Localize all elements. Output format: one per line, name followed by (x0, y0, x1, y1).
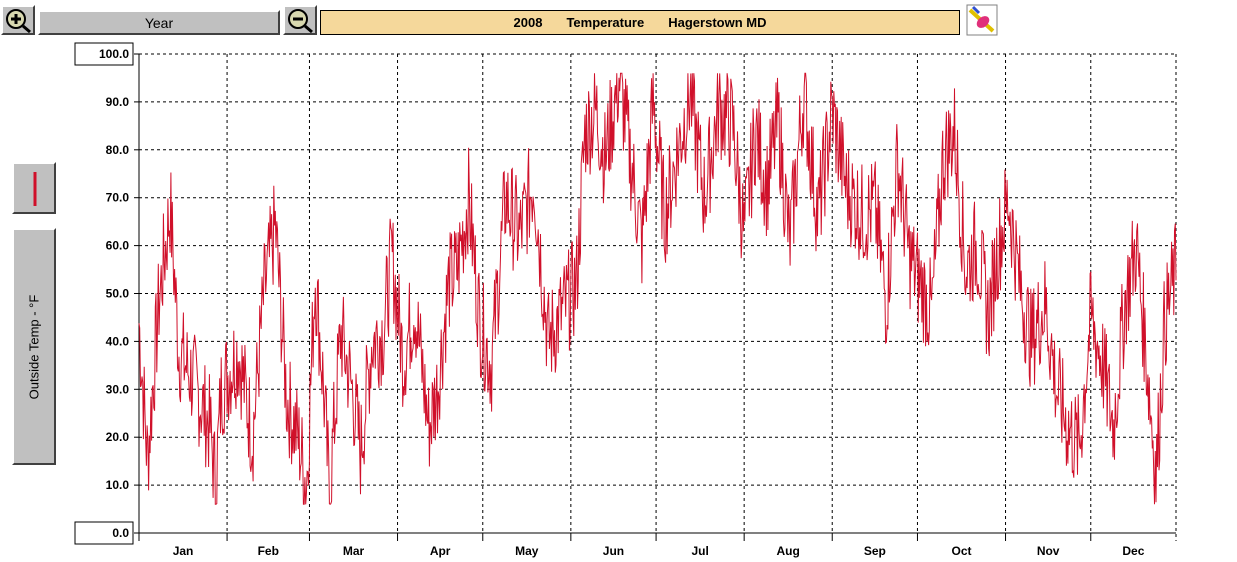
x-tick-label: Jul (691, 544, 708, 558)
title-year: 2008 (513, 15, 543, 30)
zoom-out-button[interactable] (283, 5, 317, 35)
y-tick-box (74, 42, 134, 66)
y-tick-label: 40.0 (106, 334, 130, 348)
period-selector-button[interactable]: Year (38, 10, 280, 35)
y-tick-label: 50.0 (106, 287, 130, 301)
axis-label-button[interactable]: Outside Temp - °F (12, 228, 56, 465)
x-tick-label: Feb (258, 544, 279, 558)
magnifier-plus-icon (6, 9, 31, 34)
x-tick-label: Oct (951, 544, 971, 558)
title-station: Hagerstown MD (668, 15, 767, 30)
y-tick-label: 10.0 (106, 478, 130, 492)
series-color-button[interactable] (12, 162, 56, 214)
y-tick-label: 20.0 (106, 430, 130, 444)
y-tick-label: 100.0 (99, 47, 129, 61)
y-tick-box (74, 521, 134, 545)
y-tick-label: 60.0 (106, 239, 130, 253)
temperature-series-line (138, 72, 1177, 505)
series-line-icon (33, 172, 37, 206)
x-tick-label: Sep (864, 544, 886, 558)
title-measure: Temperature (566, 15, 645, 30)
y-tick-label: 0.0 (112, 526, 129, 540)
print-button[interactable] (966, 4, 998, 36)
x-tick-label: Jun (603, 544, 624, 558)
y-tick-label: 70.0 (106, 191, 130, 205)
chart-title-bar: 2008 Temperature Hagerstown MD (320, 10, 960, 35)
x-tick-label: Dec (1122, 544, 1144, 558)
x-tick-label: Aug (777, 544, 800, 558)
x-tick-label: Mar (343, 544, 365, 558)
y-tick-label: 80.0 (106, 143, 130, 157)
x-tick-label: Jan (173, 544, 194, 558)
magnifier-minus-icon (288, 9, 313, 34)
y-tick-label: 30.0 (106, 382, 130, 396)
x-tick-label: Nov (1037, 544, 1060, 558)
x-tick-label: Apr (430, 544, 451, 558)
y-tick-label: 90.0 (106, 95, 130, 109)
period-label: Year (144, 14, 174, 31)
x-tick-label: May (515, 544, 539, 558)
zoom-in-button[interactable] (1, 5, 35, 35)
pencil-eraser-icon (966, 4, 998, 36)
